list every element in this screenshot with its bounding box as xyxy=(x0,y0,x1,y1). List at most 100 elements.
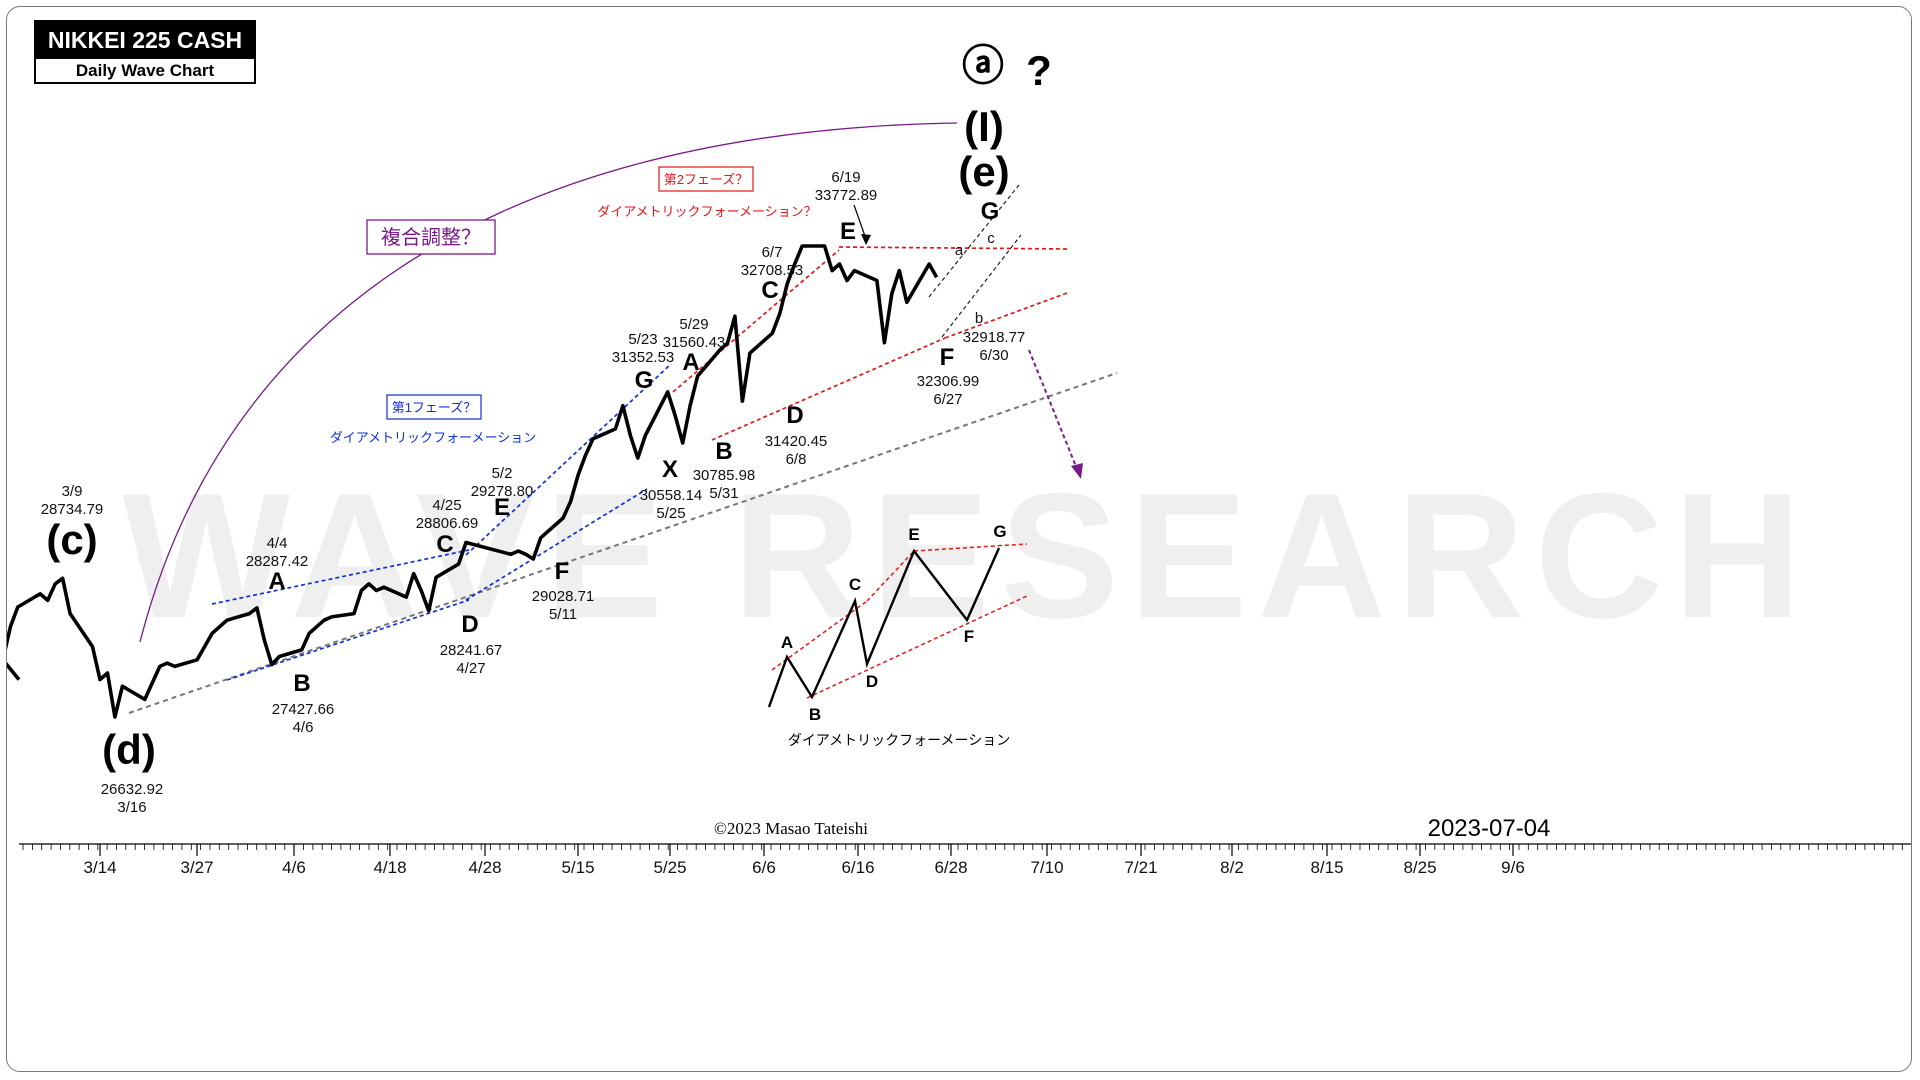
svg-text:4/6: 4/6 xyxy=(293,719,314,736)
wave-label-c-small: c xyxy=(987,230,995,247)
wave-label-F2: F xyxy=(940,344,955,371)
wave-label-A1: A xyxy=(268,568,285,595)
wave-label-B1: B xyxy=(293,670,310,697)
wave-label-a: a xyxy=(955,242,964,259)
e-pointer-arrowhead xyxy=(861,234,871,245)
x-tick-label: 4/18 xyxy=(373,858,406,877)
wave-label-c: (c) xyxy=(46,516,97,563)
svg-text:32708.53: 32708.53 xyxy=(741,262,804,279)
price-label-F2: 32306.996/27 xyxy=(917,373,980,408)
phase1-upper-line-1 xyxy=(211,549,470,605)
wave-e-label: (e) xyxy=(958,148,1009,195)
diagram-label-D: D xyxy=(866,672,878,691)
svg-text:32918.77: 32918.77 xyxy=(963,329,1026,346)
wave-label-G2: G xyxy=(981,198,1000,225)
phase1-box xyxy=(386,394,482,420)
svg-text:5/11: 5/11 xyxy=(549,606,577,623)
diametric-diagram: A B C D E F G ダイアメトリックフォーメーション xyxy=(767,522,1028,748)
price-label-D1: 28241.674/27 xyxy=(440,642,503,677)
x-tick-label: 7/10 xyxy=(1030,858,1063,877)
x-axis-tick-labels: 3/14 3/27 4/6 4/18 4/28 5/15 5/25 6/6 6/16 6/28 7/… xyxy=(83,844,1525,877)
x-tick-label: 6/6 xyxy=(752,858,776,877)
x-tick-label: 4/6 xyxy=(282,858,306,877)
diagram-label-B: B xyxy=(809,705,821,724)
svg-text:5/25: 5/25 xyxy=(656,505,685,522)
svg-text:6/7: 6/7 xyxy=(762,244,783,261)
svg-text:29028.71: 29028.71 xyxy=(532,588,595,605)
diagram-caption: ダイアメトリックフォーメーション xyxy=(788,732,1010,748)
x-tick-label: 8/2 xyxy=(1220,858,1244,877)
price-label-D2: 31420.456/8 xyxy=(765,433,828,468)
report-date: 2023-07-04 xyxy=(1428,815,1551,842)
diagram-label-C: C xyxy=(849,575,861,594)
x-tick-label: 9/6 xyxy=(1501,858,1525,877)
phase1-upper-line-2 xyxy=(465,363,672,556)
svg-text:31420.45: 31420.45 xyxy=(765,433,828,450)
svg-text:5/31: 5/31 xyxy=(709,485,738,502)
svg-text:31352.53: 31352.53 xyxy=(612,349,675,366)
projection-arrow xyxy=(1028,349,1078,470)
wave-I-label: (I) xyxy=(964,103,1004,150)
svg-text:28734.79: 28734.79 xyxy=(41,501,104,518)
price-label-B1: 27427.664/6 xyxy=(272,701,335,736)
price-label-b: 32918.776/30 xyxy=(963,329,1026,364)
svg-text:31560.43: 31560.43 xyxy=(663,334,726,351)
g-channel-lower xyxy=(941,234,1022,338)
wave-chart: WAVE RESEARCH NIKKEI 225 CASH Daily Wave… xyxy=(7,20,1911,877)
svg-text:5/29: 5/29 xyxy=(679,316,708,333)
chart-subtitle: Daily Wave Chart xyxy=(76,61,215,80)
wave-label-E2: E xyxy=(840,218,856,245)
x-tick-label: 6/28 xyxy=(934,858,967,877)
complex-correction-arc xyxy=(139,122,958,643)
x-tick-label: 6/16 xyxy=(841,858,874,877)
price-label-F1: 29028.715/11 xyxy=(532,588,595,623)
svg-text:27427.66: 27427.66 xyxy=(272,701,335,718)
diagram-label-E: E xyxy=(908,525,919,544)
wave-label-C2: C xyxy=(761,277,778,304)
title-bar xyxy=(35,21,255,59)
price-label-d: 26632.923/16 xyxy=(101,781,164,816)
complex-correction-box xyxy=(366,219,496,255)
svg-text:6/27: 6/27 xyxy=(933,391,962,408)
phase2-upper-line-2 xyxy=(838,246,1068,250)
x-tick-label: 8/25 xyxy=(1403,858,1436,877)
circled-a-label: ⓐ xyxy=(962,42,1004,89)
svg-text:30785.98: 30785.98 xyxy=(693,467,756,484)
svg-text:28241.67: 28241.67 xyxy=(440,642,503,659)
svg-text:29278.80: 29278.80 xyxy=(471,483,534,500)
phase2-upper-line-1 xyxy=(672,249,840,393)
svg-text:33772.89: 33772.89 xyxy=(815,187,878,204)
x-tick-label: 5/25 xyxy=(653,858,686,877)
g-channel-upper xyxy=(928,184,1020,298)
x-tick-label: 5/15 xyxy=(561,858,594,877)
wave-label-G1: G xyxy=(635,367,654,394)
svg-text:28806.69: 28806.69 xyxy=(416,515,479,532)
diagram-label-F: F xyxy=(964,627,974,646)
svg-text:5/23: 5/23 xyxy=(628,331,657,348)
svg-text:4/27: 4/27 xyxy=(456,660,485,677)
svg-text:5/2: 5/2 xyxy=(492,465,513,482)
x-tick-label: 4/28 xyxy=(468,858,501,877)
phase2-label: 第2フェーズ？ xyxy=(664,172,749,187)
svg-text:6/30: 6/30 xyxy=(979,347,1008,364)
phase1-lower-line-1 xyxy=(226,599,470,681)
phase2-lower-line-1 xyxy=(711,337,946,441)
wave-label-b: b xyxy=(975,310,983,327)
svg-text:3/9: 3/9 xyxy=(62,483,83,500)
phase1-lower-line-2 xyxy=(465,488,648,601)
phase1-label: 第1フェーズ？ xyxy=(392,400,477,415)
phase1-text: ダイアメトリックフォーメーション xyxy=(330,430,537,445)
wave-label-D1: D xyxy=(461,611,478,638)
svg-text:32306.99: 32306.99 xyxy=(917,373,980,390)
x-tick-label: 3/14 xyxy=(83,858,116,877)
x-tick-label: 8/15 xyxy=(1310,858,1343,877)
svg-text:30558.14: 30558.14 xyxy=(640,487,703,504)
